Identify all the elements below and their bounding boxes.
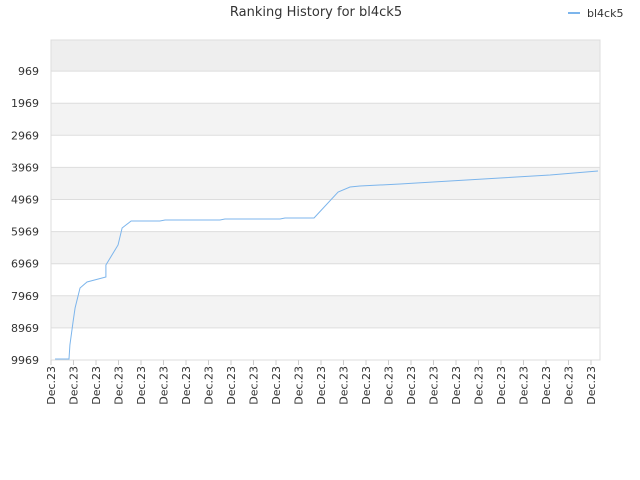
y-tick-label: 4969 — [11, 194, 39, 207]
x-tick-label: Dec.23 — [225, 366, 238, 405]
x-tick-label: Dec.23 — [203, 366, 216, 405]
line — [55, 170, 599, 360]
x-tick-label: Dec.23 — [540, 366, 553, 405]
chart-title: Ranking History for bl4ck5 — [230, 5, 402, 20]
x-tick-label: Dec.23 — [270, 366, 283, 405]
x-tick-label: Dec.23 — [360, 366, 373, 405]
x-tick-label: Dec.23 — [338, 366, 351, 405]
x-tick-label: Dec.23 — [518, 366, 531, 405]
x-tick-label: Dec.23 — [180, 366, 193, 405]
x-tick-label: Dec.23 — [563, 366, 576, 405]
y-tick-label: 6969 — [11, 258, 39, 271]
x-tick-label: Dec.23 — [315, 366, 328, 405]
legend-label: bl4ck5 — [587, 7, 623, 20]
plot-band — [51, 40, 600, 72]
x-tick-label: Dec.23 — [113, 366, 126, 405]
y-tick-label: 2969 — [11, 129, 39, 142]
plot-band — [51, 295, 600, 328]
plot-band — [51, 231, 600, 264]
x-tick-label: Dec.23 — [585, 366, 598, 405]
x-tick-label: Dec.23 — [248, 366, 261, 405]
x-tick-label: Dec.23 — [135, 366, 148, 405]
x-tick-label: Dec.23 — [293, 366, 306, 405]
x-tick-label: Dec.23 — [405, 366, 418, 405]
y-tick-label: 9969 — [11, 354, 39, 367]
x-tick-label: Dec.23 — [473, 366, 486, 405]
plot-band — [51, 103, 600, 136]
x-tick-label: Dec.23 — [495, 366, 508, 405]
plot-band — [51, 167, 600, 200]
y-tick-label: 969 — [18, 65, 39, 78]
y-tick-label: 5969 — [11, 226, 39, 239]
y-tick-label: 8969 — [11, 322, 39, 335]
y-tick-label: 3969 — [11, 161, 39, 174]
x-tick-label: Dec.23 — [383, 366, 396, 405]
x-tick-label: Dec.23 — [428, 366, 441, 405]
x-tick-label: Dec.23 — [45, 366, 58, 405]
y-tick-label: 1969 — [11, 97, 39, 110]
x-tick-label: Dec.23 — [450, 366, 463, 405]
y-tick-label: 7969 — [11, 290, 39, 303]
x-tick-label: Dec.23 — [90, 366, 103, 405]
x-tick-label: Dec.23 — [68, 366, 81, 405]
x-tick-label: Dec.23 — [158, 366, 171, 405]
